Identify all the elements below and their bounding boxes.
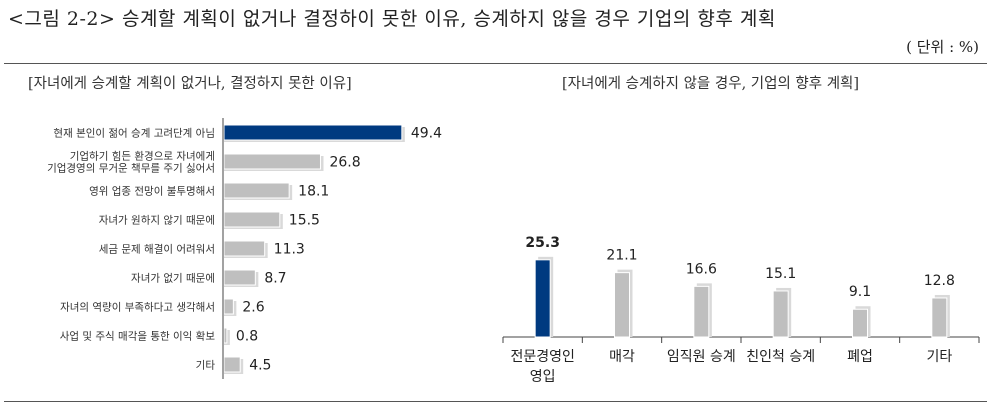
bar (223, 182, 290, 199)
value-label: 11.3 (274, 242, 305, 258)
category-label: 영위 업종 전망이 불투명해서 (89, 185, 215, 198)
bar-highlight (534, 259, 551, 338)
bar (223, 298, 234, 315)
bar (223, 240, 266, 257)
unit-label: ( 단위 : %) (906, 38, 979, 56)
category-label: 자녀가 없기 때문에 (131, 272, 215, 285)
value-label: 4.5 (249, 358, 271, 374)
left-chart-title: [자녀에게 승계할 계획이 없거나, 결정하지 못한 이유] (28, 76, 352, 92)
category-label: 전문경영인 (510, 349, 574, 365)
value-label: 8.7 (264, 271, 286, 287)
bar (223, 269, 256, 286)
value-label: 15.5 (289, 213, 320, 229)
value-label: 15.1 (765, 266, 796, 282)
figure-title: <그림 2-2> 승계할 계획이 없거나 결정하이 못한 이유, 승계하지 않을… (8, 8, 776, 30)
value-label: 0.8 (236, 329, 258, 345)
top-rule (4, 63, 987, 64)
bottom-rule (4, 401, 987, 402)
value-label: 2.6 (242, 300, 264, 316)
category-label: 기타 (196, 360, 216, 372)
category-label: 기업경영의 무거운 책무를 주기 싫어서 (47, 162, 215, 175)
bar (223, 153, 321, 170)
bar (223, 356, 241, 373)
category-label: 임직원 승계 (667, 349, 736, 365)
category-label: 매각 (609, 349, 635, 365)
category-label: 현재 본인이 젊어 승계 고려단계 아님 (53, 128, 215, 140)
value-label: 49.4 (411, 126, 442, 142)
value-label: 16.6 (686, 261, 717, 277)
bar (223, 211, 281, 228)
category-label: 자녀의 역량이 부족하다고 생각해서 (60, 301, 215, 314)
bar (931, 297, 948, 338)
category-label: 기업하기 힘든 환경으로 자녀에게 (70, 150, 215, 163)
bar (223, 327, 228, 344)
value-label: 18.1 (298, 184, 329, 200)
bar-highlight (223, 124, 403, 141)
category-label: 폐업 (847, 349, 873, 365)
right-chart-title: [자녀에게 승계하지 않을 경우, 기업의 향후 계획] (562, 76, 860, 92)
category-label: 자녀가 원하지 않기 때문에 (99, 214, 215, 227)
bar (852, 308, 868, 338)
value-label: 12.8 (924, 273, 955, 289)
bar (772, 290, 789, 338)
category-label: 기타 (926, 349, 952, 365)
bar (693, 285, 710, 338)
category-label: 세금 문제 해결이 어려워서 (99, 243, 215, 256)
value-label: 21.1 (606, 248, 637, 264)
value-label: 26.8 (329, 155, 360, 171)
bar (614, 272, 630, 338)
value-label: 25.3 (525, 235, 560, 251)
category-label: 친인척 승계 (746, 349, 815, 365)
category-label: 영입 (530, 369, 556, 385)
category-label: 사업 및 주식 매각을 통한 이익 확보 (60, 330, 216, 343)
value-label: 9.1 (849, 284, 871, 300)
